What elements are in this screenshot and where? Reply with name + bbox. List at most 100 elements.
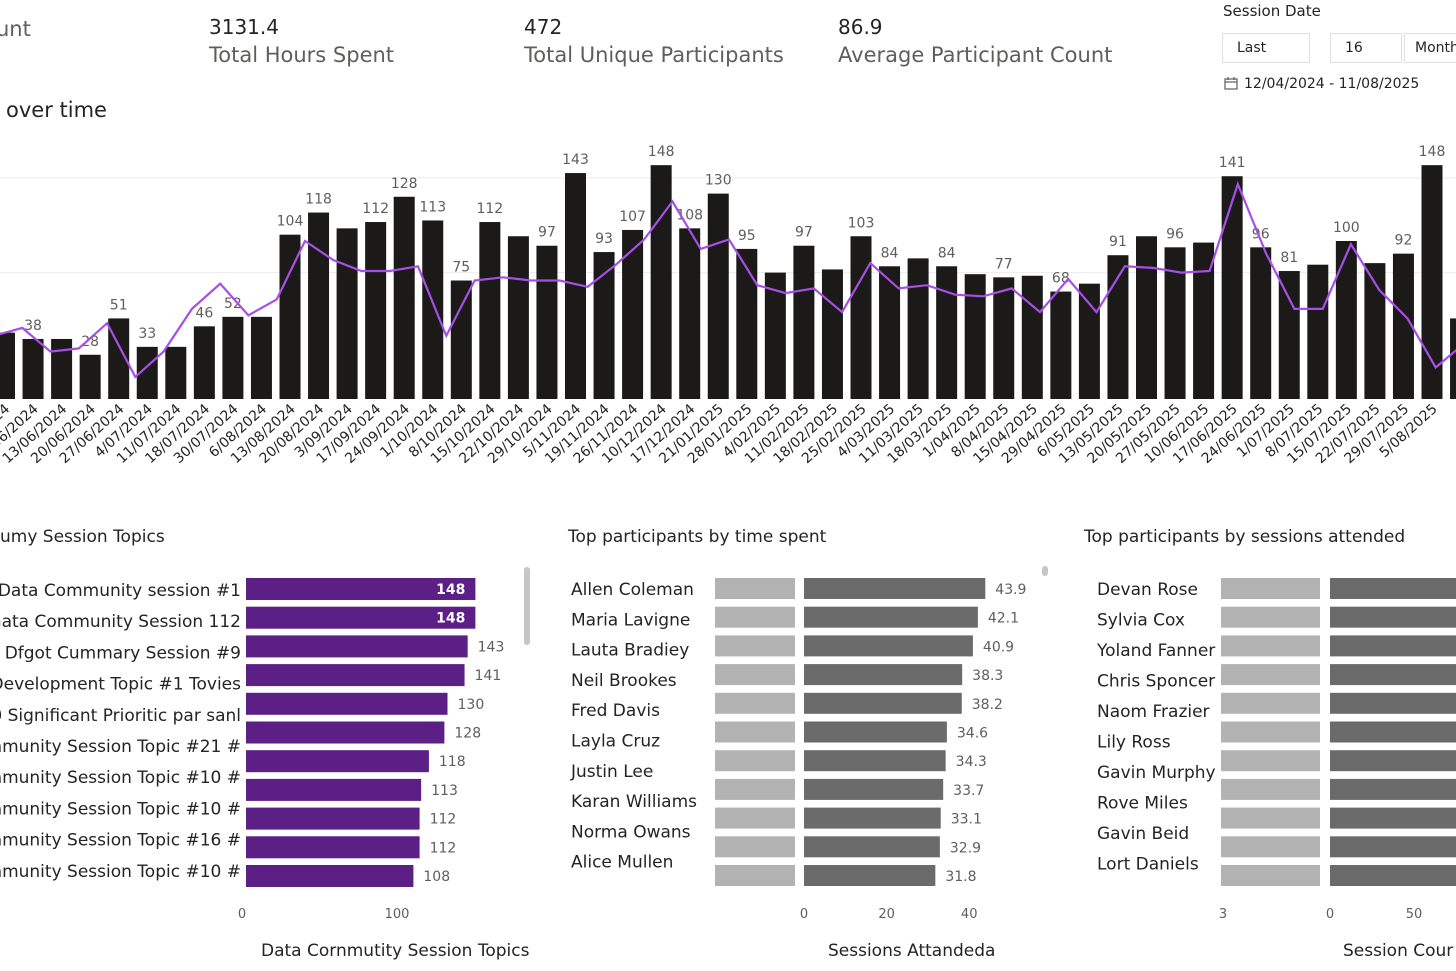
chart-bar <box>1078 283 1100 399</box>
participant-name-label: Yoland Fanner <box>1096 641 1215 661</box>
time-spent-bar <box>804 750 946 772</box>
chart-bar <box>1107 255 1129 399</box>
topic-bar <box>246 578 476 600</box>
chart-bar <box>707 193 729 399</box>
kpi-value: 472 <box>524 15 563 39</box>
session-date-slicer: Session Date Last 16 Month 12/04/2024 - … <box>1212 0 1456 100</box>
time-value-label: 33.1 <box>951 812 982 828</box>
topic-value-label: 128 <box>454 726 481 742</box>
bar-data-label: 52 <box>224 296 242 312</box>
topic-category-label: Gata Community Session 112 <box>0 612 241 632</box>
bar-data-label: 118 <box>305 192 332 208</box>
kpi-average-participant: 86.9 Average Participant Count <box>838 14 1112 70</box>
topics-chart[interactable]: 148 148 143 141 130 128 118 113 112 112 108 S Data … <box>0 570 540 930</box>
topic-value-label: 112 <box>430 812 457 828</box>
sessions-bar <box>1330 778 1456 800</box>
kpi-label: Average Participant Count <box>838 43 1113 67</box>
chart-bar <box>993 277 1015 399</box>
time-spent-scrollbar[interactable] <box>1042 566 1048 576</box>
chart-bar <box>850 236 872 399</box>
bar-data-label: 103 <box>848 215 875 231</box>
light-gray-bar <box>715 865 795 886</box>
chart-bar <box>793 245 815 399</box>
chart-bar <box>650 165 672 399</box>
time-value-label: 34.6 <box>957 726 988 742</box>
sessions-bar <box>1330 721 1456 743</box>
main-chart[interactable]: 3828513346521041181121281137511297143931… <box>0 130 1456 510</box>
bar-data-label: 148 <box>648 144 675 160</box>
participant-name-label: Norma Owans <box>571 822 691 842</box>
chart-bar <box>450 280 472 399</box>
chart-bar <box>1364 263 1386 399</box>
bar-data-label: 112 <box>362 201 389 217</box>
chart-bar <box>593 252 615 399</box>
bar-data-label: 95 <box>738 228 756 244</box>
participant-name-label: Maria Lavigne <box>571 610 690 630</box>
chart-bar <box>336 228 358 399</box>
date-range-display[interactable]: 12/04/2024 - 11/08/2025 <box>1224 76 1419 92</box>
chart-bar <box>1335 241 1357 399</box>
participant-name-label: Fred Davis <box>571 701 660 721</box>
light-gray-bar <box>715 606 795 628</box>
relative-count-input[interactable]: 16 <box>1330 33 1402 63</box>
chart-bar <box>964 274 986 399</box>
time-value-label: 34.3 <box>956 754 987 770</box>
topic-category-label: l5 Dfgot Cummary Session #9 <box>0 643 241 663</box>
topic-category-label: mmunity Session Topic #10 # <box>0 862 241 882</box>
relative-unit-dropdown[interactable]: Month <box>1404 33 1456 63</box>
light-gray-bar <box>715 778 795 800</box>
topic-category-label: mmunity Session Topic #21 # <box>0 737 241 757</box>
topic-axis-tick: 0 <box>238 907 246 922</box>
topics-scrollbar[interactable] <box>524 567 530 645</box>
relative-count-value: 16 <box>1345 40 1363 56</box>
sessions-attended-chart[interactable]: Devan Rose Sylvia Cox Yoland Fanner Chris S… <box>1080 570 1456 930</box>
participant-name-label: Chris Sponcer <box>1097 672 1215 692</box>
chart-bar <box>222 316 244 399</box>
participant-name-label: Gavin Beid <box>1097 824 1189 844</box>
sessions-bar <box>1330 807 1456 829</box>
topic-category-label: S Data Community session #1 <box>0 581 241 601</box>
chart-bar <box>1278 271 1300 399</box>
participant-name-label: Justin Lee <box>570 762 653 782</box>
time-axis-tick: 20 <box>878 907 895 922</box>
chart-bar <box>936 266 958 399</box>
bar-data-label: 100 <box>1333 220 1360 236</box>
time-value-label: 31.8 <box>945 869 976 885</box>
bar-data-label: 84 <box>938 245 956 261</box>
kpi-value: 86.9 <box>838 15 883 39</box>
time-value-label: 42.1 <box>988 611 1019 627</box>
kpi-label: Total Unique Participants <box>524 43 784 67</box>
topic-value-label: 118 <box>439 754 466 770</box>
topic-bar <box>246 836 420 859</box>
light-gray-bar <box>715 692 795 714</box>
slicer-title: Session Date <box>1223 2 1321 20</box>
chart-bar <box>1421 165 1443 399</box>
time-spent-chart[interactable]: Allen Coleman Maria Lavigne Lauta Bradiey N… <box>565 570 1035 930</box>
sessions-bar <box>1330 606 1456 628</box>
bar-data-label: 104 <box>277 214 304 230</box>
light-gray-bar <box>715 635 795 657</box>
chart-bar <box>108 318 130 399</box>
topic-bar <box>246 750 429 773</box>
sessions-bar <box>1330 664 1456 686</box>
topic-bar <box>246 664 465 687</box>
calendar-icon <box>1224 77 1238 90</box>
bar-data-label: 96 <box>1166 226 1184 242</box>
chart-bar <box>565 173 586 399</box>
time-axis-tick: 0 <box>800 907 808 922</box>
bar-data-label: 91 <box>1109 234 1127 250</box>
light-gray-bar <box>1221 664 1320 686</box>
bar-data-label: 81 <box>1280 250 1298 266</box>
time-spent-bar <box>804 721 947 743</box>
chart-bar <box>1250 247 1272 399</box>
participant-name-label: Naom Frazier <box>1097 702 1210 722</box>
time-axis-tick: 40 <box>961 907 978 922</box>
chart-bar <box>907 258 929 399</box>
sessions-axis-tick: 0 <box>1326 907 1334 922</box>
relative-mode-dropdown[interactable]: Last <box>1222 33 1310 63</box>
participant-name-label: Layla Cruz <box>571 732 660 752</box>
chart-bar <box>79 354 101 399</box>
chart-bar <box>507 236 529 399</box>
relative-mode-value: Last <box>1237 40 1267 56</box>
time-spent-axis-title: Sessions Attandeda <box>828 941 996 961</box>
